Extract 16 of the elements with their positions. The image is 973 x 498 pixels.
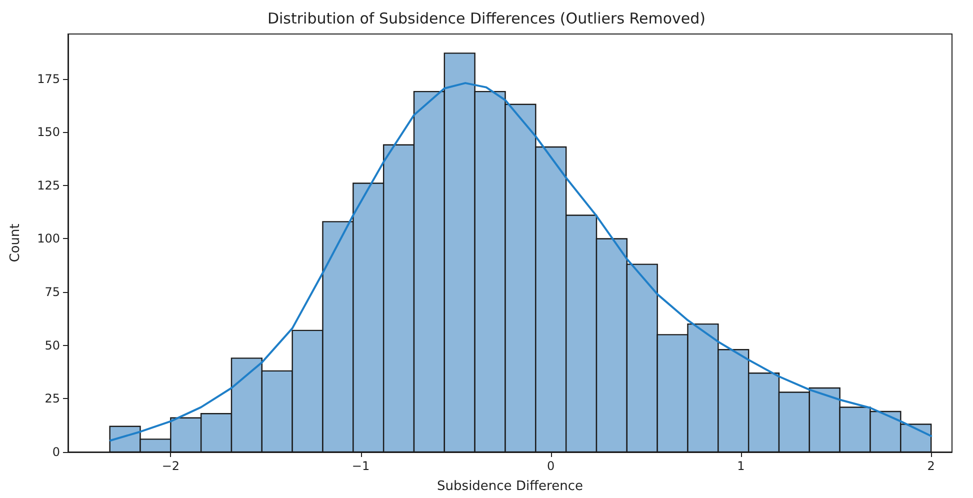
- y-tick-label: 175: [37, 72, 60, 86]
- x-tick-label: 1: [737, 459, 745, 473]
- x-tick-label: −1: [352, 459, 370, 473]
- x-axis-title: Subsidence Difference: [437, 479, 583, 494]
- y-tick-label: 100: [37, 232, 60, 246]
- y-tick-label: 50: [44, 338, 60, 352]
- x-tick-label: 2: [927, 459, 935, 473]
- y-tick-label: 125: [37, 178, 60, 192]
- y-tick-label: 0: [52, 445, 60, 459]
- x-tick-label: 0: [547, 459, 555, 473]
- y-tick-label: 75: [44, 285, 60, 300]
- y-axis-title: Count: [8, 224, 23, 262]
- y-tick-label: 25: [44, 392, 60, 406]
- y-tick-label: 150: [37, 125, 60, 140]
- chart-title: Distribution of Subsidence Differences (Outliers Removed): [267, 10, 706, 28]
- x-tick-label: −2: [162, 459, 180, 473]
